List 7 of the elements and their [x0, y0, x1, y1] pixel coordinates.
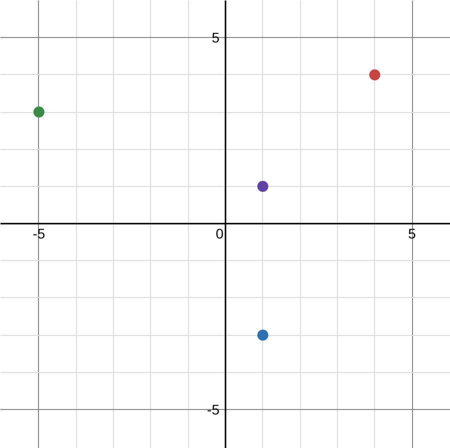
x-tick-label: 0	[216, 226, 224, 242]
x-tick-label: -5	[32, 226, 46, 242]
point	[369, 69, 380, 80]
point	[257, 330, 268, 341]
point	[33, 106, 44, 118]
point	[257, 180, 268, 192]
x-tick-label: 5	[408, 226, 416, 242]
